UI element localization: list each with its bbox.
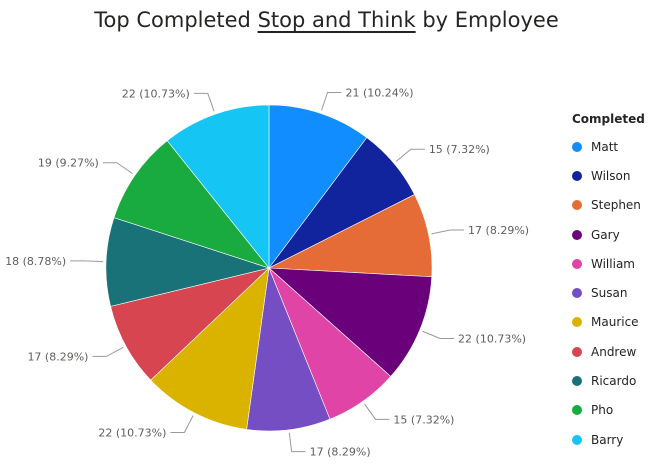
leader-line-stephen	[431, 229, 465, 235]
legend-label-william: William	[591, 256, 635, 271]
chart-title: Top Completed Stop and Think by Employee	[0, 8, 653, 32]
pie-slice-gary[interactable]	[268, 267, 433, 377]
pie-slice-pho[interactable]	[113, 140, 270, 269]
leader-line-pho	[102, 162, 133, 174]
data-label-william: 15 (7.32%)	[393, 413, 454, 426]
legend-marker-gary	[572, 229, 582, 240]
leader-line-matt	[321, 91, 342, 111]
data-label-susan: 17 (8.29%)	[310, 446, 371, 459]
leader-line-wilson	[395, 148, 425, 162]
legend-item-pho[interactable]: Pho	[572, 396, 653, 425]
data-label-wilson: 15 (7.32%)	[429, 143, 490, 156]
leader-line-barry	[193, 92, 215, 112]
legend-items: Matt Wilson Stephen Gary William Susan Maurice…	[572, 132, 653, 454]
legend-label-gary: Gary	[591, 227, 620, 242]
legend-label-andrew: Andrew	[591, 344, 637, 359]
data-label-andrew: 17 (8.29%)	[27, 350, 88, 363]
legend-item-ricardo[interactable]: Ricardo	[572, 366, 653, 395]
leader-line-william	[364, 403, 390, 420]
legend-label-maurice: Maurice	[591, 315, 639, 330]
legend-marker-susan	[572, 288, 582, 299]
data-label-maurice: 22 (10.73%)	[98, 427, 166, 440]
legend-marker-pho	[572, 405, 582, 416]
legend-label-pho: Pho	[591, 403, 614, 418]
chart-title-prefix: Top Completed	[94, 8, 251, 32]
legend-marker-william	[572, 258, 582, 269]
pie-slice-maurice[interactable]	[150, 267, 270, 430]
leader-line-gary	[422, 330, 455, 339]
leader-line-ricardo	[70, 260, 104, 263]
legend-label-matt: Matt	[591, 139, 619, 154]
legend-item-susan[interactable]: Susan	[572, 278, 653, 307]
legend-marker-wilson	[572, 170, 582, 181]
legend-label-susan: Susan	[591, 286, 628, 301]
legend: Completed Matt Wilson Stephen Gary William Su…	[572, 112, 653, 454]
legend-item-barry[interactable]: Barry	[572, 425, 653, 454]
leader-line-maurice	[170, 415, 194, 434]
pie-slice-barry[interactable]	[166, 104, 270, 269]
chart-title-suffix: by Employee	[422, 8, 559, 32]
legend-label-stephen: Stephen	[591, 198, 641, 213]
legend-marker-stephen	[572, 200, 582, 211]
leader-line-andrew	[92, 346, 124, 357]
legend-marker-matt	[572, 141, 582, 152]
legend-label-barry: Barry	[591, 432, 624, 447]
legend-marker-andrew	[572, 346, 582, 357]
data-label-ricardo: 18 (8.78%)	[5, 255, 66, 268]
legend-marker-ricardo	[572, 376, 582, 387]
data-label-pho: 19 (9.27%)	[38, 157, 99, 170]
legend-item-wilson[interactable]: Wilson	[572, 161, 653, 190]
data-label-gary: 22 (10.73%)	[458, 332, 526, 345]
legend-item-maurice[interactable]: Maurice	[572, 308, 653, 337]
legend-item-andrew[interactable]: Andrew	[572, 337, 653, 366]
chart-title-emphasis[interactable]: Stop and Think	[257, 8, 416, 32]
data-label-barry: 22 (10.73%)	[122, 87, 190, 100]
legend-item-matt[interactable]: Matt	[572, 132, 653, 161]
data-label-matt: 21 (10.24%)	[346, 86, 414, 99]
data-label-stephen: 17 (8.29%)	[468, 224, 529, 237]
pie-slice-ricardo[interactable]	[105, 217, 271, 307]
legend-item-gary[interactable]: Gary	[572, 220, 653, 249]
legend-marker-maurice	[572, 317, 582, 328]
legend-title: Completed	[572, 112, 645, 126]
legend-item-william[interactable]: William	[572, 249, 653, 278]
legend-label-wilson: Wilson	[591, 168, 631, 183]
pie-slice-matt[interactable]	[268, 104, 368, 269]
legend-marker-barry	[572, 434, 582, 445]
legend-label-ricardo: Ricardo	[591, 374, 637, 389]
leader-line-susan	[288, 432, 306, 453]
legend-item-stephen[interactable]: Stephen	[572, 191, 653, 220]
